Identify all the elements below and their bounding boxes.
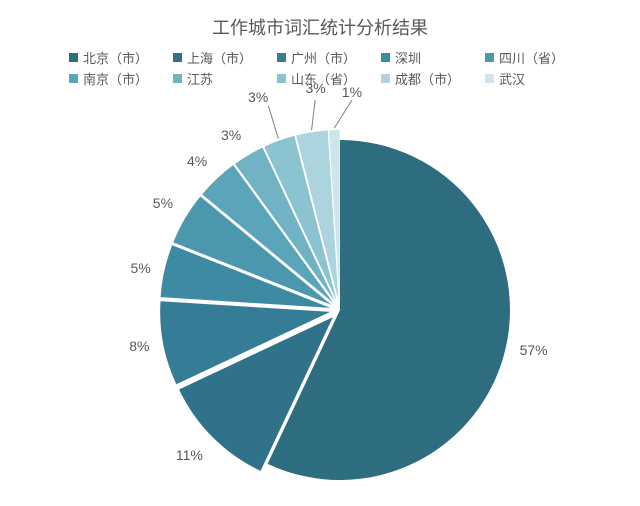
legend-swatch (485, 74, 494, 83)
legend-swatch (277, 74, 286, 83)
legend-item: 广州（市） (277, 48, 363, 67)
legend-item: 上海（市） (173, 48, 259, 67)
legend-label: 江苏 (187, 69, 213, 88)
legend-label: 广州（市） (291, 48, 356, 67)
legend-row-1: 北京（市） 上海（市） 广州（市） 深圳 四川（省） (0, 48, 640, 67)
legend-swatch (277, 53, 286, 62)
pie-chart (0, 100, 640, 500)
slice-label: 3% (306, 80, 326, 96)
legend-label: 上海（市） (187, 48, 252, 67)
legend-swatch (381, 53, 390, 62)
legend-item: 南京（市） (69, 69, 155, 88)
pie-area: 57%11%8%5%5%4%3%3%3%1% (0, 100, 640, 500)
leader-line (268, 105, 278, 138)
slice-label: 5% (153, 195, 173, 211)
slice-label: 1% (342, 84, 362, 100)
slice-label: 57% (520, 342, 548, 358)
legend-item: 江苏 (173, 69, 259, 88)
slice-label: 3% (248, 89, 268, 105)
legend-swatch (173, 53, 182, 62)
legend-label: 武汉 (499, 69, 525, 88)
legend-item: 北京（市） (69, 48, 155, 67)
slice-label: 3% (221, 127, 241, 143)
legend-swatch (69, 74, 78, 83)
slice-label: 11% (176, 447, 203, 463)
leader-line (312, 100, 316, 130)
legend-label: 四川（省） (499, 48, 564, 67)
legend-item: 成都（市） (381, 69, 467, 88)
legend-label: 北京（市） (83, 48, 148, 67)
legend-item: 深圳 (381, 48, 467, 67)
legend-item: 武汉 (485, 69, 571, 88)
legend-label: 成都（市） (395, 69, 460, 88)
slice-label: 8% (129, 338, 149, 354)
chart-container: 工作城市词汇统计分析结果 北京（市） 上海（市） 广州（市） 深圳 四川（省） 南京（市… (0, 0, 640, 506)
slice-label: 4% (187, 153, 207, 169)
legend-swatch (485, 53, 494, 62)
legend-swatch (173, 74, 182, 83)
legend-swatch (69, 53, 78, 62)
leader-line (334, 100, 352, 128)
chart-title: 工作城市词汇统计分析结果 (0, 14, 640, 40)
slice-label: 5% (130, 260, 150, 276)
legend-swatch (381, 74, 390, 83)
legend-item: 四川（省） (485, 48, 571, 67)
legend-label: 深圳 (395, 48, 421, 67)
legend-label: 南京（市） (83, 69, 148, 88)
